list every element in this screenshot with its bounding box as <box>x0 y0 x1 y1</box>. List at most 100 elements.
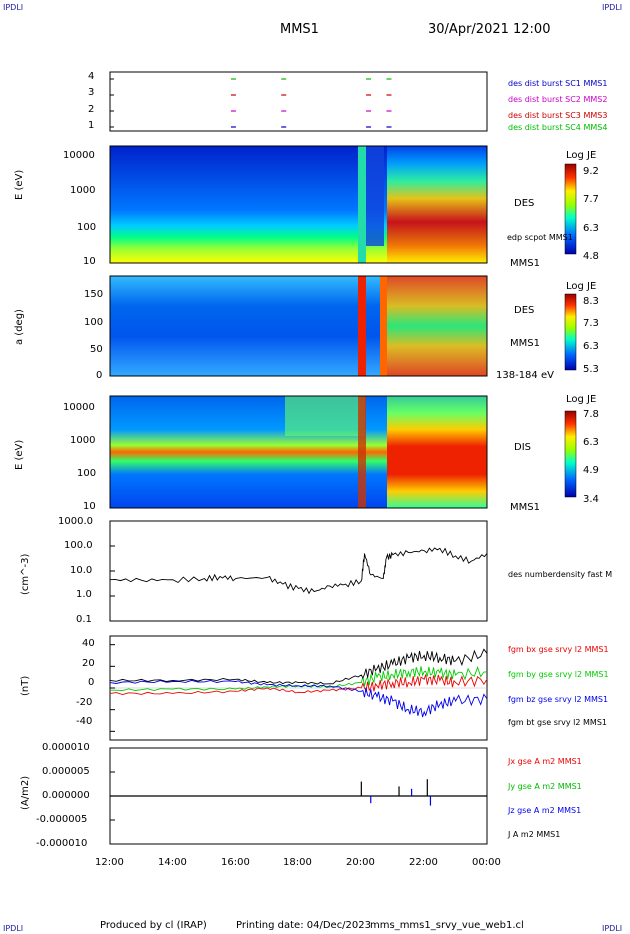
des-pitch-ytick-0: 0 <box>96 370 103 381</box>
burst-legend-mms1: des dist burst SC1 MMS1 <box>508 79 608 88</box>
current-plot <box>110 747 487 845</box>
density-ytick-1: 1.0 <box>76 589 92 600</box>
footer-filename: mms_mms1_srvy_vue_web1.cl <box>370 920 524 931</box>
density-series <box>109 547 488 595</box>
des-pitch-cbtick-3: 5.3 <box>583 364 599 375</box>
dis-energy-ytick-100: 100 <box>77 468 97 479</box>
dis-energy-ylabel: E (eV) <box>14 439 25 470</box>
des-pitch-ytick-100: 100 <box>84 317 104 328</box>
des-energy-spike <box>358 146 366 263</box>
des-energy-instrument: DES <box>514 198 535 209</box>
des-energy-colorbar <box>564 163 577 255</box>
corner-label-bottom-right: IPDLI <box>602 924 623 933</box>
des-energy-cbtick-3: 4.8 <box>583 251 599 262</box>
des-pitch-spike <box>358 276 366 376</box>
dis-energy-panel <box>109 395 577 509</box>
xtick-1200: 12:00 <box>95 857 124 868</box>
des-energy-ytick-10: 10 <box>83 256 96 267</box>
des-pitch-cbtick-0: 8.3 <box>583 296 599 307</box>
des-energy-ytick-10000: 10000 <box>63 150 95 161</box>
current-ytick-0: 0.000000 <box>42 790 90 801</box>
dis-energy-spike <box>358 396 366 508</box>
density-ytick-100: 100.0 <box>64 540 93 551</box>
current-panel <box>109 747 488 845</box>
dis-energy-colorbar <box>564 410 577 498</box>
bfield-series-0 <box>109 674 488 695</box>
bfield-series-3 <box>109 648 488 685</box>
dis-energy-cbtick-3: 3.4 <box>583 494 599 505</box>
mission-title: MMS1 <box>280 22 319 37</box>
dis-energy-ytick-10000: 10000 <box>63 402 95 413</box>
current-ytick-m5: -0.000005 <box>36 814 88 825</box>
burst-ytick-4: 4 <box>88 71 95 82</box>
dis-energy-instrument: DIS <box>514 442 531 453</box>
corner-label-top-right: IPDLI <box>602 3 623 12</box>
des-pitch-panel <box>109 275 577 377</box>
current-ytick-p5: 0.000005 <box>42 766 90 777</box>
density-ytick-10: 10.0 <box>70 565 93 576</box>
des-pitch-cbtick-2: 6.3 <box>583 341 599 352</box>
des-energy-overlay-label: edp scpot MMS1 <box>507 233 573 242</box>
des-energy-colorbar-title: Log JE <box>566 150 597 161</box>
des-pitch-sc-label: MMS1 <box>510 338 540 349</box>
bfield-ytick-m40: -40 <box>76 716 93 727</box>
des-pitch-boundary <box>380 276 387 376</box>
burst-panel-frame <box>109 71 488 132</box>
xtick-1400: 14:00 <box>158 857 187 868</box>
xtick-1800: 18:00 <box>283 857 312 868</box>
dis-energy-cbtick-1: 6.3 <box>583 437 599 448</box>
burst-legend-mms2: des dist burst SC2 MMS2 <box>508 95 608 104</box>
burst-ytick-3: 3 <box>88 87 95 98</box>
bfield-series-1 <box>110 666 488 692</box>
burst-ytick-1: 1 <box>88 120 95 131</box>
dis-energy-cbtick-0: 7.8 <box>583 409 599 420</box>
des-energy-ylabel: E (eV) <box>14 169 25 200</box>
density-ytick-0.1: 0.1 <box>76 614 92 625</box>
des-pitch-frame <box>109 275 488 377</box>
des-pitch-instrument: DES <box>514 305 535 316</box>
xtick-1600: 16:00 <box>221 857 250 868</box>
current-legend-jy: Jy gse A m2 MMS1 <box>508 782 582 791</box>
des-pitch-energy-range: 138-184 eV <box>496 370 554 381</box>
xtick-0000: 00:00 <box>472 857 501 868</box>
des-pitch-ylabel: a (deg) <box>14 309 25 345</box>
density-legend: des numberdensity fast M <box>508 570 613 579</box>
footer-produced-by: Produced by cl (IRAP) <box>100 920 207 931</box>
density-frame <box>109 520 488 622</box>
density-panel <box>109 520 488 622</box>
bfield-plot <box>109 644 488 732</box>
des-energy-hot-region <box>387 146 487 263</box>
current-ytick-p10: 0.000010 <box>42 742 90 753</box>
current-legend-jz: Jz gse A m2 MMS1 <box>508 806 582 815</box>
des-pitch-hot-region <box>387 276 487 376</box>
density-ylabel: (cm^-3) <box>20 553 31 595</box>
dis-energy-hot-region <box>387 396 487 508</box>
des-energy-panel <box>109 145 577 264</box>
bfield-legend-bz: fgm bz gse srvy l2 MMS1 <box>508 695 609 704</box>
bfield-legend-bx: fgm bx gse srvy l2 MMS1 <box>508 645 609 654</box>
burst-panel <box>109 71 488 132</box>
bfield-legend-by: fgm by gse srvy l2 MMS1 <box>508 670 609 679</box>
current-legend-j: J A m2 MMS1 <box>508 830 561 839</box>
des-pitch-colorbar-title: Log JE <box>566 281 597 292</box>
des-energy-cbtick-1: 7.7 <box>583 194 599 205</box>
des-energy-gap <box>366 146 384 246</box>
des-energy-ytick-100: 100 <box>77 222 97 233</box>
xtick-2000: 20:00 <box>346 857 375 868</box>
dis-energy-green-region <box>285 396 365 436</box>
current-ylabel: (A/m2) <box>20 775 31 810</box>
corner-label-bottom-left: IPDLI <box>3 924 24 933</box>
des-energy-sc-label: MMS1 <box>510 258 540 269</box>
current-legend-jx: Jx gse A m2 MMS1 <box>508 757 582 766</box>
bfield-panel <box>109 635 488 741</box>
dis-energy-frame <box>109 395 488 509</box>
des-pitch-cbtick-1: 7.3 <box>583 318 599 329</box>
des-pitch-colorbar <box>564 293 577 371</box>
burst-marks <box>110 78 392 128</box>
dis-energy-ytick-10: 10 <box>83 501 96 512</box>
burst-legend-mms3: des dist burst SC3 MMS3 <box>508 111 608 120</box>
footer-printing-date: Printing date: 04/Dec/2023 <box>236 920 372 931</box>
des-energy-cbtick-2: 6.3 <box>583 223 599 234</box>
dis-energy-sc-label: MMS1 <box>510 502 540 513</box>
